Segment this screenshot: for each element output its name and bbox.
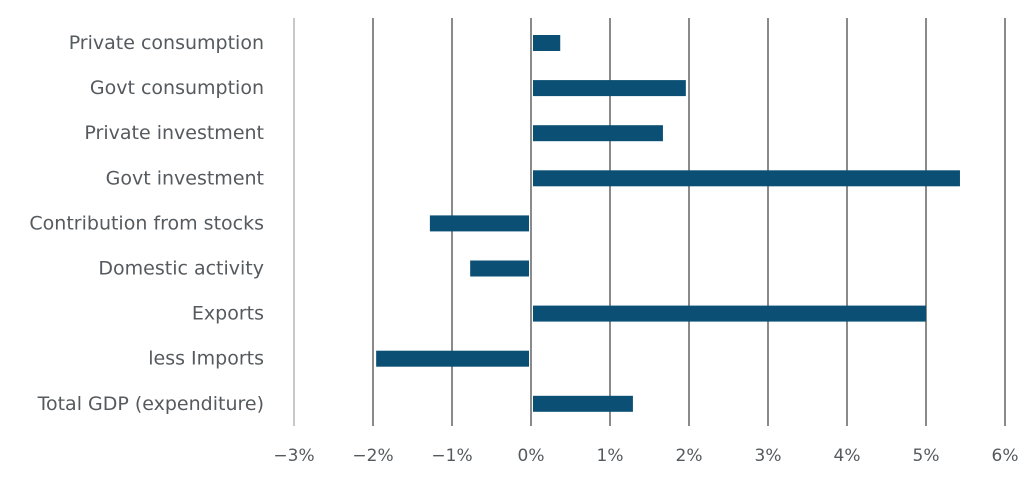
x-tick-label: −1% [431,446,472,466]
bar [533,395,633,412]
x-tick-label: 5% [913,446,940,466]
x-tick-label: 1% [597,446,624,466]
category-label: Domestic activity [98,258,264,280]
x-tick-labels: −3% −2% −1% 0% 1% 2% 3% 4% 5% 6% [273,446,1018,466]
x-tick-label: 4% [834,446,861,466]
category-label: Govt consumption [90,77,264,99]
category-label: Exports [192,303,264,325]
bar [533,305,926,322]
bar [376,350,529,367]
bars [376,35,960,412]
category-label: Total GDP (expenditure) [37,393,264,415]
x-tick-label: −2% [352,446,393,466]
gridlines [293,18,1006,426]
bar [533,125,663,142]
category-label: Private investment [84,122,264,144]
category-labels: Private consumption Govt consumption Priva… [29,32,264,415]
category-label: Govt investment [106,167,264,189]
category-label: Contribution from stocks [29,212,264,234]
bar [533,35,561,51]
x-tick-label: 2% [676,446,703,466]
x-tick-label: 3% [755,446,782,466]
bar [429,215,529,232]
bar [533,80,686,97]
x-tick-label: 6% [992,446,1019,466]
bar [470,260,529,277]
category-label: less Imports [148,348,264,370]
x-tick-label: 0% [518,446,545,466]
x-tick-label: −3% [273,446,314,466]
category-label: Private consumption [69,32,264,54]
bar [533,170,960,187]
